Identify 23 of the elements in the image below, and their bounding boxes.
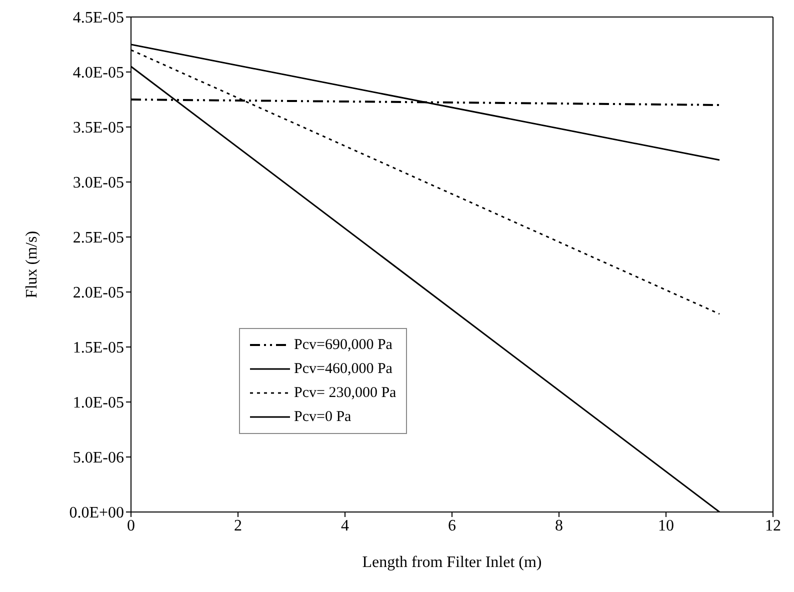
y-tick-label: 0.0E+00 bbox=[69, 504, 124, 522]
y-tick-label: 2.0E-05 bbox=[72, 284, 124, 302]
y-tick-label: 2.5E-05 bbox=[72, 230, 124, 247]
legend-label: Pcv=0 Pa bbox=[294, 408, 352, 426]
x-tick-label: 0 bbox=[127, 517, 135, 534]
x-tick-label: 12 bbox=[765, 517, 781, 534]
legend-label: Pcv=690,000 Pa bbox=[294, 336, 392, 354]
y-tick-label: 3.5E-05 bbox=[72, 120, 124, 137]
y-tick-label: 4.0E-05 bbox=[72, 64, 124, 82]
y-tick-label: 1.0E-05 bbox=[72, 394, 124, 412]
y-tick-label: 1.5E-05 bbox=[72, 340, 124, 357]
x-tick-label: 6 bbox=[448, 517, 456, 534]
y-tick-label: 5.0E-06 bbox=[72, 450, 124, 467]
y-tick-label: 4.5E-05 bbox=[72, 10, 124, 27]
legend-label: Pcv=460,000 Pa bbox=[294, 360, 392, 378]
x-tick-label: 2 bbox=[234, 517, 242, 534]
x-tick-label: 8 bbox=[555, 517, 563, 534]
x-tick-label: 10 bbox=[658, 517, 674, 534]
x-axis-title: Length from Filter Inlet (m) bbox=[362, 554, 542, 571]
y-tick-label: 3.0E-05 bbox=[72, 174, 124, 192]
x-tick-label: 4 bbox=[341, 517, 349, 534]
y-axis-title: Flux (m/s) bbox=[24, 230, 41, 298]
legend-label: Pcv= 230,000 Pa bbox=[294, 384, 396, 402]
